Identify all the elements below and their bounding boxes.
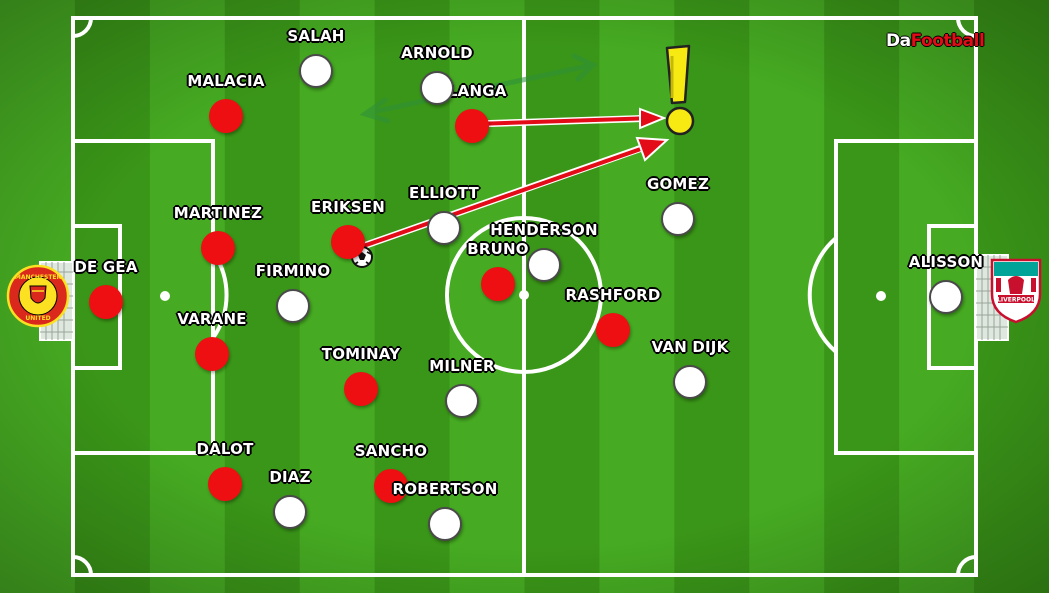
player-marker xyxy=(481,267,515,301)
player-name: ELLIOTT xyxy=(409,184,479,202)
player-marker xyxy=(527,248,561,282)
liverpool-crest: LIVERPOOL xyxy=(990,258,1042,324)
player-name: ROBERTSON xyxy=(392,480,498,498)
player-marker xyxy=(331,225,365,259)
player-name: VARANE xyxy=(177,310,247,328)
brand-logo: DaFootball xyxy=(886,31,985,51)
player-marker xyxy=(209,99,243,133)
player-marker xyxy=(89,285,123,319)
player-name: TOMINAY xyxy=(321,345,401,363)
player-marker xyxy=(344,372,378,406)
player-name: RASHFORD xyxy=(565,286,661,304)
brand-logo-part1: Da xyxy=(886,31,911,51)
player-name: MALACIA xyxy=(187,72,265,90)
player-name: VAN DIJK xyxy=(651,338,729,356)
player-name: DE GEA xyxy=(74,258,138,276)
player-marker xyxy=(374,469,408,503)
player-marker xyxy=(661,202,695,236)
player-marker xyxy=(596,313,630,347)
player-marker xyxy=(445,384,479,418)
player-marker xyxy=(273,495,307,529)
player-name: SALAH xyxy=(287,27,345,45)
player-marker xyxy=(455,109,489,143)
player-name: DIAZ xyxy=(269,468,311,486)
player-marker xyxy=(201,231,235,265)
player-marker xyxy=(420,71,454,105)
player-name: FIRMINO xyxy=(255,262,331,280)
brand-logo-part2: Football xyxy=(910,31,985,51)
player-name: ELANGA xyxy=(437,82,507,100)
exclamation-icon xyxy=(665,44,695,136)
movement-hint-arrow xyxy=(359,53,598,124)
player-marker xyxy=(428,507,462,541)
player-name: BRUNO xyxy=(467,240,529,258)
player-marker xyxy=(208,467,242,501)
manchester-united-crest: MANCHESTER UNITED xyxy=(6,264,70,328)
player-marker xyxy=(195,337,229,371)
svg-text:LIVERPOOL: LIVERPOOL xyxy=(997,297,1035,304)
player-marker xyxy=(276,289,310,323)
player-name: DALOT xyxy=(196,440,254,458)
player-marker xyxy=(427,211,461,245)
player-name: SANCHO xyxy=(354,442,428,460)
player-marker xyxy=(299,54,333,88)
player-marker xyxy=(673,365,707,399)
svg-text:MANCHESTER: MANCHESTER xyxy=(15,274,62,281)
player-name: GOMEZ xyxy=(646,175,710,193)
player-name: MILNER xyxy=(429,357,495,375)
player-marker xyxy=(929,280,963,314)
player-name: HENDERSON xyxy=(490,221,598,239)
player-name: ALISSON xyxy=(908,253,984,271)
player-name: MARTINEZ xyxy=(173,204,263,222)
player-name: ARNOLD xyxy=(401,44,473,62)
svg-text:UNITED: UNITED xyxy=(25,315,50,322)
player-name: ERIKSEN xyxy=(310,198,386,216)
